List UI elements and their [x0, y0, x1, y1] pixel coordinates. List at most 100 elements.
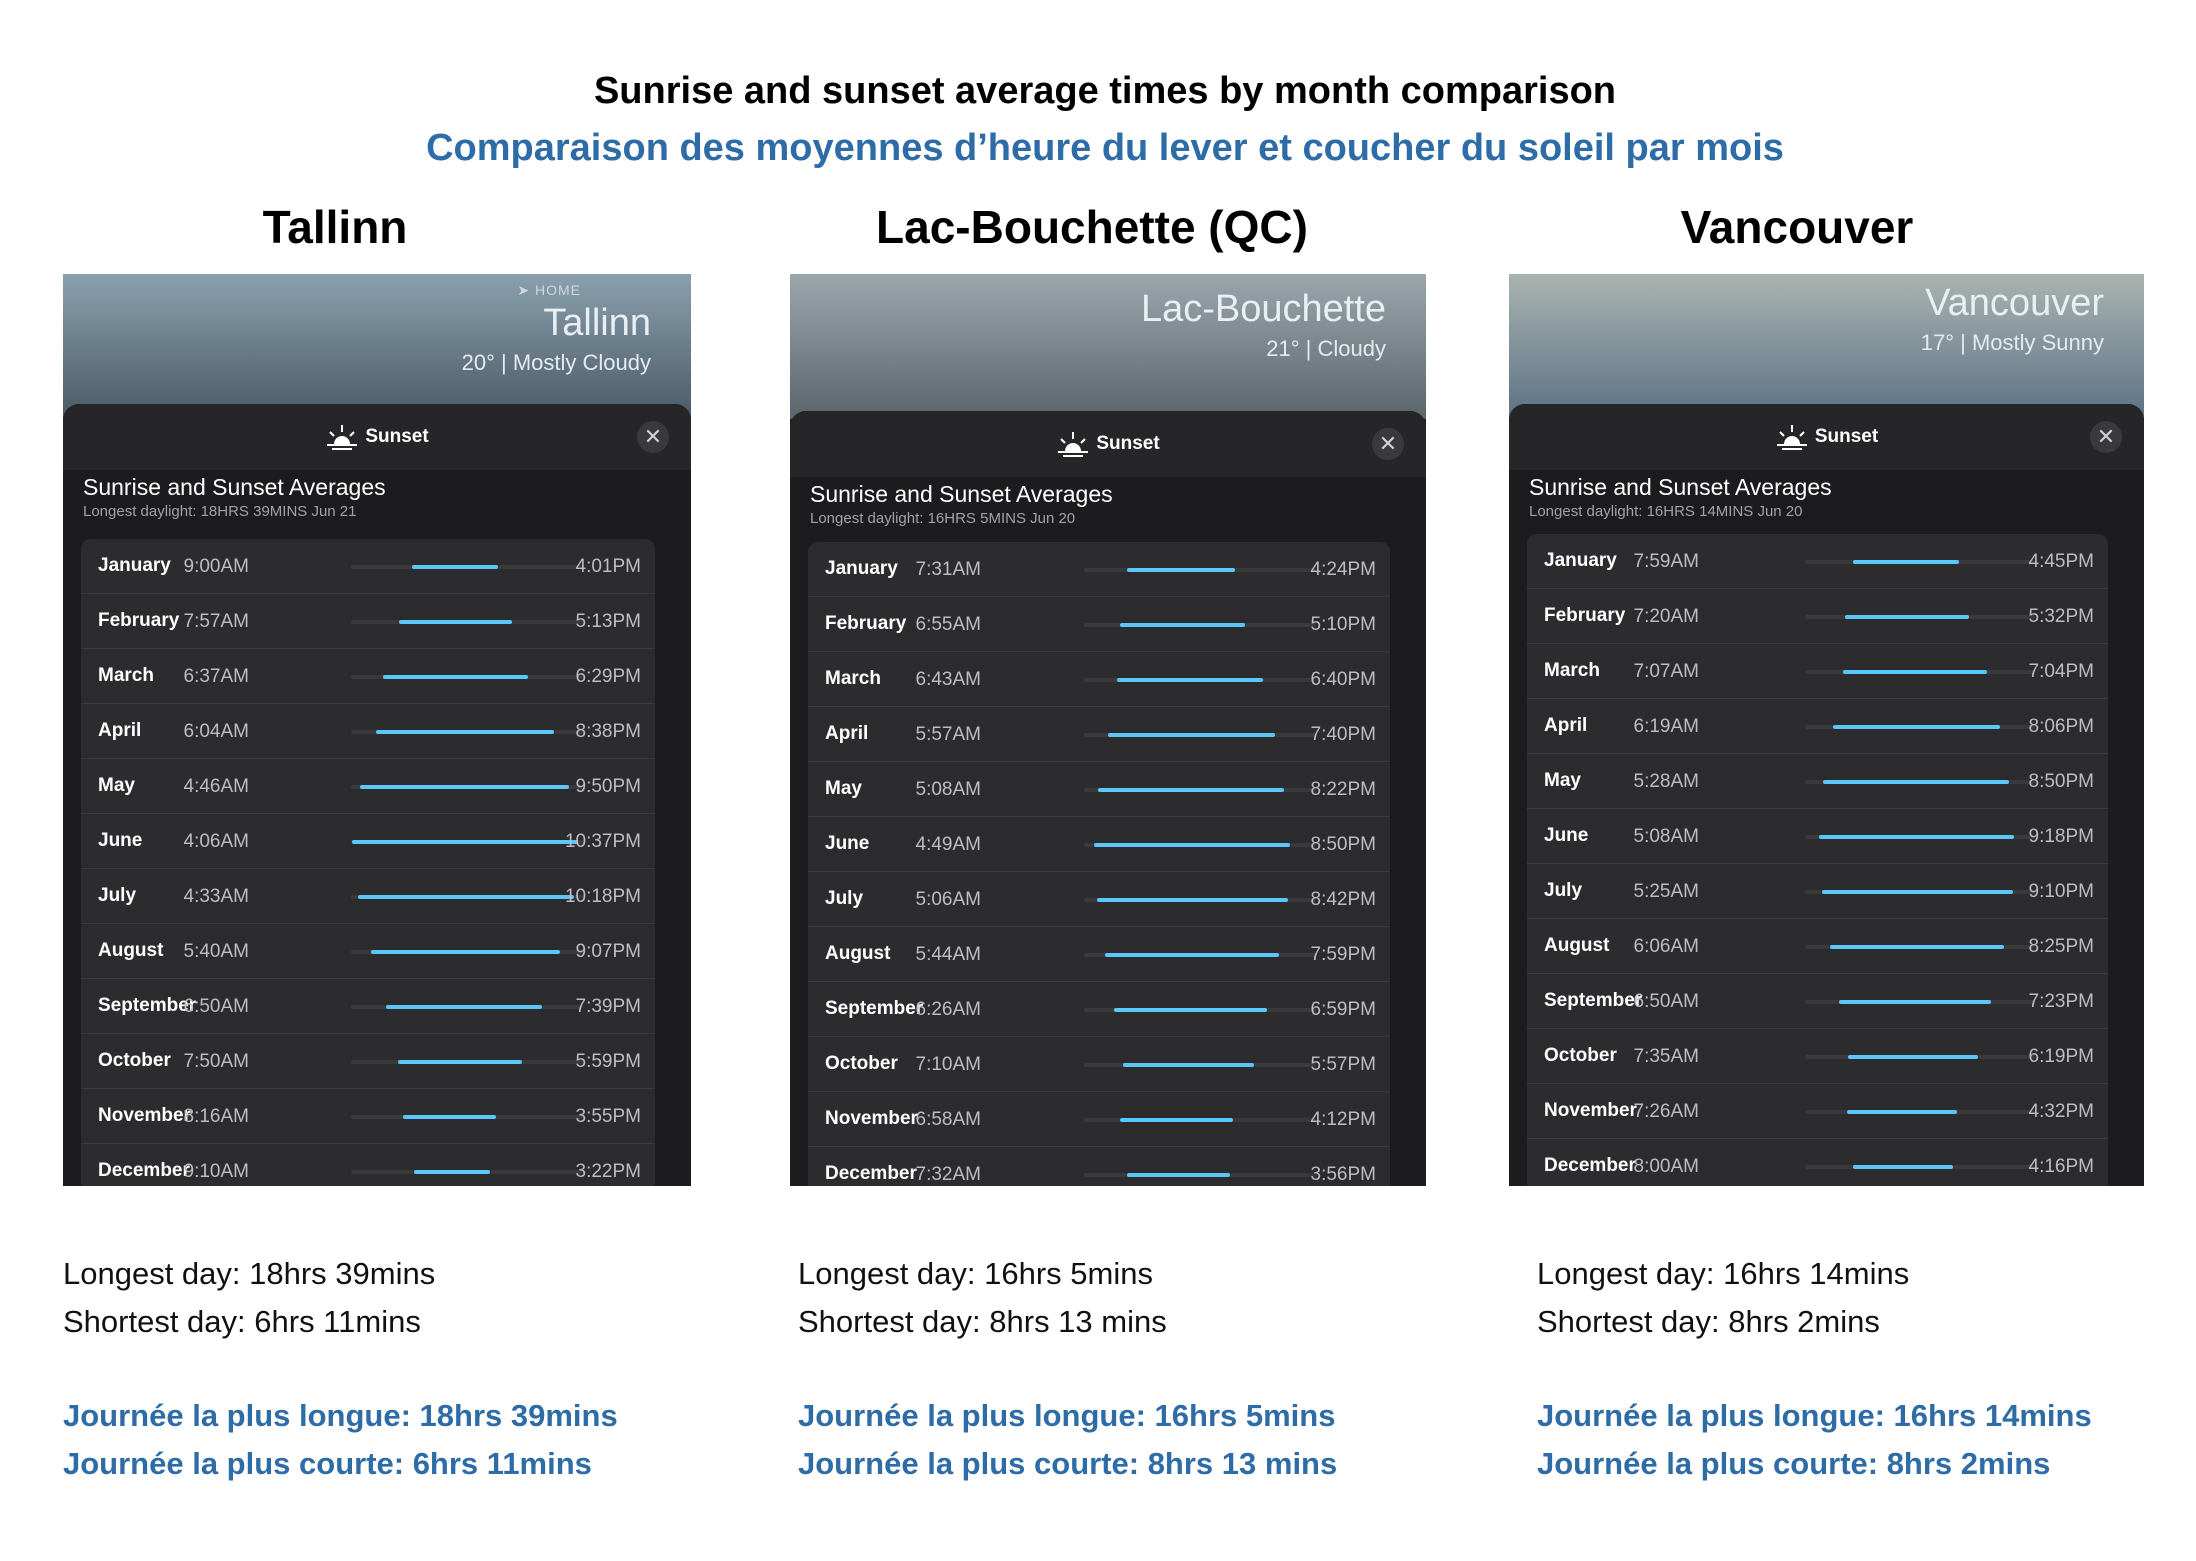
averages-title: Sunrise and Sunset Averages — [1529, 474, 1832, 500]
close-button[interactable]: ✕ — [1372, 428, 1404, 460]
close-button[interactable]: ✕ — [637, 421, 669, 453]
sunrise-time: 7:50AM — [183, 1051, 249, 1072]
daylight-track — [1805, 890, 2035, 894]
sunrise-time: 9:10AM — [183, 1161, 249, 1182]
daylight-track — [1084, 953, 1316, 957]
monthly-averages-table[interactable]: January 7:59AM 4:45PM February 7:20AM 5:32PM M… — [1527, 534, 2108, 1186]
daylight-track — [351, 1060, 583, 1064]
month-row: May 4:46AM 9:50PM — [81, 759, 655, 814]
daylight-track — [1805, 945, 2035, 949]
weather-header: ➤ HOME Tallinn 20° | Mostly Cloudy — [63, 274, 691, 419]
sheet-title: Sunset — [365, 426, 429, 447]
sunset-time: 8:42PM — [1310, 889, 1376, 910]
daylight-bar — [360, 785, 569, 789]
daylight-track — [1084, 1173, 1316, 1177]
month-label: March — [98, 665, 154, 686]
daylight-track — [1084, 678, 1316, 682]
city-column: Vancouver Vancouver 17° | Mostly Sunny Suns… — [1467, 0, 2144, 1561]
month-row: July 5:25AM 9:10PM — [1527, 864, 2108, 919]
sunset-time: 5:10PM — [1310, 614, 1376, 635]
sunrise-time: 6:55AM — [915, 614, 981, 635]
month-row: March 7:07AM 7:04PM — [1527, 644, 2108, 699]
sunrise-time: 7:31AM — [915, 559, 981, 580]
sunset-time: 4:24PM — [1310, 559, 1376, 580]
sunset-icon — [1056, 430, 1090, 458]
daylight-bar — [1848, 1055, 1979, 1059]
month-label: December — [98, 1160, 190, 1181]
month-row: December 7:32AM 3:56PM — [808, 1147, 1390, 1186]
longest-day-en: Longest day: 16hrs 5mins — [798, 1256, 1153, 1291]
daylight-bar — [371, 950, 561, 954]
sunset-time: 3:56PM — [1310, 1164, 1376, 1185]
daylight-track — [1084, 898, 1316, 902]
daylight-track — [1805, 780, 2035, 784]
sunrise-time: 4:46AM — [183, 776, 249, 797]
month-label: July — [98, 885, 137, 906]
daylight-track — [351, 840, 583, 844]
monthly-averages-table[interactable]: January 9:00AM 4:01PM February 7:57AM 5:13PM M… — [81, 539, 655, 1186]
sunset-time: 6:29PM — [575, 666, 641, 687]
month-label: November — [98, 1105, 191, 1126]
month-label: November — [1544, 1100, 1637, 1121]
current-conditions: 21° | Cloudy — [1266, 336, 1386, 361]
daylight-bar — [1107, 733, 1276, 737]
daylight-track — [1805, 670, 2035, 674]
sunset-time: 3:22PM — [575, 1161, 641, 1182]
month-row: February 6:55AM 5:10PM — [808, 597, 1390, 652]
month-label: March — [825, 668, 881, 689]
sunset-time: 9:18PM — [2028, 826, 2094, 847]
city-heading: Lac-Bouchette (QC) — [876, 201, 1308, 253]
sunset-time: 4:45PM — [2028, 551, 2094, 572]
sunset-icon — [1775, 423, 1809, 451]
daylight-track — [1805, 1000, 2035, 1004]
daylight-track — [351, 1005, 583, 1009]
month-label: February — [825, 613, 907, 634]
shortest-day-en: Shortest day: 6hrs 11mins — [63, 1304, 421, 1339]
sunset-time: 8:50PM — [2028, 771, 2094, 792]
daylight-bar — [1122, 1063, 1255, 1067]
page-title: Sunrise and sunset average times by mont… — [593, 70, 1617, 112]
sunrise-time: 7:32AM — [915, 1164, 981, 1185]
month-row: July 4:33AM 10:18PM — [81, 869, 655, 924]
daylight-track — [1805, 1165, 2035, 1169]
sheet-header: Sunset ✕ — [1509, 404, 2144, 470]
home-location-label: ➤ HOME — [517, 282, 581, 298]
daylight-track — [1084, 1008, 1316, 1012]
sunrise-time: 6:04AM — [183, 721, 249, 742]
daylight-track — [1805, 560, 2035, 564]
sunset-time: 5:59PM — [575, 1051, 641, 1072]
month-label: April — [1544, 715, 1588, 736]
sunrise-time: 7:07AM — [1633, 661, 1699, 682]
weather-app-screenshot: ➤ HOME Tallinn 20° | Mostly Cloudy Sunset ✕ S… — [63, 274, 691, 1186]
location-name: Lac-Bouchette — [1140, 288, 1386, 330]
month-label: September — [825, 998, 924, 1019]
daylight-track — [1805, 1055, 2035, 1059]
longest-daylight-subtitle: Longest daylight: 18HRS 39MINS Jun 21 — [83, 503, 357, 520]
month-label: December — [825, 1163, 917, 1184]
sunrise-time: 9:00AM — [183, 556, 249, 577]
sheet-title: Sunset — [1096, 433, 1160, 454]
sunrise-time: 6:58AM — [915, 1109, 981, 1130]
sheet-title: Sunset — [1814, 426, 1879, 447]
averages-title: Sunrise and Sunset Averages — [83, 474, 386, 500]
close-button[interactable]: ✕ — [2090, 421, 2122, 453]
month-row: July 5:06AM 8:42PM — [808, 872, 1390, 927]
daylight-bar — [414, 1170, 490, 1174]
month-label: April — [825, 723, 869, 744]
month-label: September — [1544, 990, 1643, 1011]
month-row: November 8:16AM 3:55PM — [81, 1089, 655, 1144]
month-row: April 6:19AM 8:06PM — [1527, 699, 2108, 754]
sunrise-time: 5:28AM — [1633, 771, 1699, 792]
shortest-day-fr: Journée la plus courte: 8hrs 13 mins — [798, 1446, 1338, 1481]
daylight-bar — [1830, 945, 2004, 949]
month-row: March 6:43AM 6:40PM — [808, 652, 1390, 707]
month-row: December 9:10AM 3:22PM — [81, 1144, 655, 1186]
daylight-track — [351, 620, 583, 624]
daylight-track — [1084, 568, 1316, 572]
sunset-time: 8:22PM — [1310, 779, 1376, 800]
monthly-averages-table[interactable]: January 7:31AM 4:24PM February 6:55AM 5:10PM M… — [808, 542, 1390, 1186]
daylight-track — [1805, 725, 2035, 729]
sunrise-time: 8:16AM — [183, 1106, 249, 1127]
sunrise-time: 7:57AM — [183, 611, 249, 632]
month-label: August — [1544, 935, 1610, 956]
